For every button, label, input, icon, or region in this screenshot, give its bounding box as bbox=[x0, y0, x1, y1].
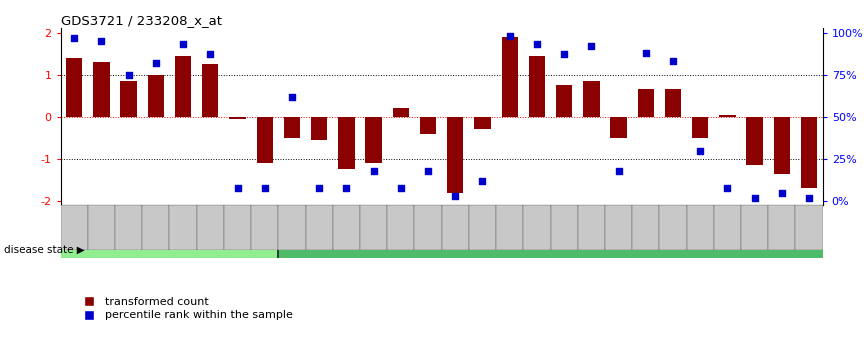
FancyBboxPatch shape bbox=[796, 205, 823, 250]
Bar bbox=[420, 117, 436, 134]
FancyBboxPatch shape bbox=[61, 225, 278, 258]
FancyBboxPatch shape bbox=[687, 205, 714, 250]
Point bbox=[204, 52, 217, 57]
FancyBboxPatch shape bbox=[415, 205, 442, 250]
FancyBboxPatch shape bbox=[142, 205, 170, 250]
Point bbox=[747, 195, 761, 201]
Point bbox=[285, 94, 299, 99]
Point bbox=[366, 168, 380, 173]
Point bbox=[339, 185, 353, 190]
Point bbox=[176, 41, 190, 47]
FancyBboxPatch shape bbox=[61, 205, 87, 250]
Bar bbox=[611, 117, 627, 138]
Point bbox=[530, 41, 544, 47]
Bar bbox=[692, 117, 708, 138]
Point bbox=[775, 190, 789, 195]
FancyBboxPatch shape bbox=[224, 205, 251, 250]
Bar bbox=[801, 117, 818, 188]
FancyBboxPatch shape bbox=[251, 205, 278, 250]
FancyBboxPatch shape bbox=[469, 205, 496, 250]
FancyBboxPatch shape bbox=[360, 205, 387, 250]
Point bbox=[475, 178, 489, 184]
FancyBboxPatch shape bbox=[632, 205, 659, 250]
Point bbox=[721, 185, 734, 190]
Point bbox=[585, 43, 598, 49]
Bar bbox=[66, 58, 82, 117]
FancyBboxPatch shape bbox=[578, 205, 605, 250]
Bar bbox=[175, 56, 191, 117]
Point bbox=[802, 195, 816, 201]
Bar bbox=[501, 37, 518, 117]
Bar bbox=[94, 62, 110, 117]
Bar bbox=[311, 117, 327, 140]
FancyBboxPatch shape bbox=[306, 205, 333, 250]
Bar bbox=[339, 117, 354, 170]
Bar bbox=[556, 85, 572, 117]
Point bbox=[394, 185, 408, 190]
Text: pPR: pPR bbox=[539, 235, 563, 248]
Bar bbox=[229, 117, 246, 119]
FancyBboxPatch shape bbox=[197, 205, 224, 250]
FancyBboxPatch shape bbox=[87, 205, 115, 250]
FancyBboxPatch shape bbox=[714, 205, 741, 250]
Bar bbox=[148, 75, 164, 117]
Point bbox=[68, 35, 81, 40]
Bar bbox=[475, 117, 491, 130]
FancyBboxPatch shape bbox=[115, 205, 142, 250]
Bar bbox=[529, 56, 545, 117]
Point bbox=[313, 185, 326, 190]
Point bbox=[557, 52, 571, 57]
Bar bbox=[256, 117, 273, 163]
Bar bbox=[637, 90, 654, 117]
FancyBboxPatch shape bbox=[278, 225, 823, 258]
FancyBboxPatch shape bbox=[333, 205, 360, 250]
Point bbox=[639, 50, 653, 56]
Point bbox=[94, 38, 108, 44]
FancyBboxPatch shape bbox=[170, 205, 197, 250]
FancyBboxPatch shape bbox=[523, 205, 551, 250]
Bar bbox=[746, 117, 763, 165]
Bar bbox=[773, 117, 790, 174]
Point bbox=[230, 185, 244, 190]
Point bbox=[149, 60, 163, 66]
Bar bbox=[720, 115, 735, 117]
FancyBboxPatch shape bbox=[551, 205, 578, 250]
Text: disease state ▶: disease state ▶ bbox=[4, 245, 85, 255]
Point bbox=[258, 185, 272, 190]
Bar bbox=[392, 108, 409, 117]
Bar bbox=[120, 81, 137, 117]
Point bbox=[694, 148, 708, 153]
Point bbox=[421, 168, 435, 173]
Bar bbox=[447, 117, 463, 193]
FancyBboxPatch shape bbox=[605, 205, 632, 250]
Legend: transformed count, percentile rank within the sample: transformed count, percentile rank withi… bbox=[74, 293, 297, 325]
Bar bbox=[665, 90, 682, 117]
Bar bbox=[284, 117, 301, 138]
Bar bbox=[202, 64, 218, 117]
FancyBboxPatch shape bbox=[442, 205, 469, 250]
Point bbox=[666, 58, 680, 64]
FancyBboxPatch shape bbox=[496, 205, 523, 250]
Point bbox=[503, 33, 517, 39]
FancyBboxPatch shape bbox=[741, 205, 768, 250]
FancyBboxPatch shape bbox=[387, 205, 415, 250]
Point bbox=[122, 72, 136, 78]
Text: GDS3721 / 233208_x_at: GDS3721 / 233208_x_at bbox=[61, 14, 222, 27]
Bar bbox=[583, 81, 599, 117]
FancyBboxPatch shape bbox=[659, 205, 687, 250]
FancyBboxPatch shape bbox=[768, 205, 796, 250]
Point bbox=[449, 193, 462, 199]
Point bbox=[611, 168, 625, 173]
Text: pCR: pCR bbox=[157, 235, 182, 248]
Bar bbox=[365, 117, 382, 163]
FancyBboxPatch shape bbox=[278, 205, 306, 250]
